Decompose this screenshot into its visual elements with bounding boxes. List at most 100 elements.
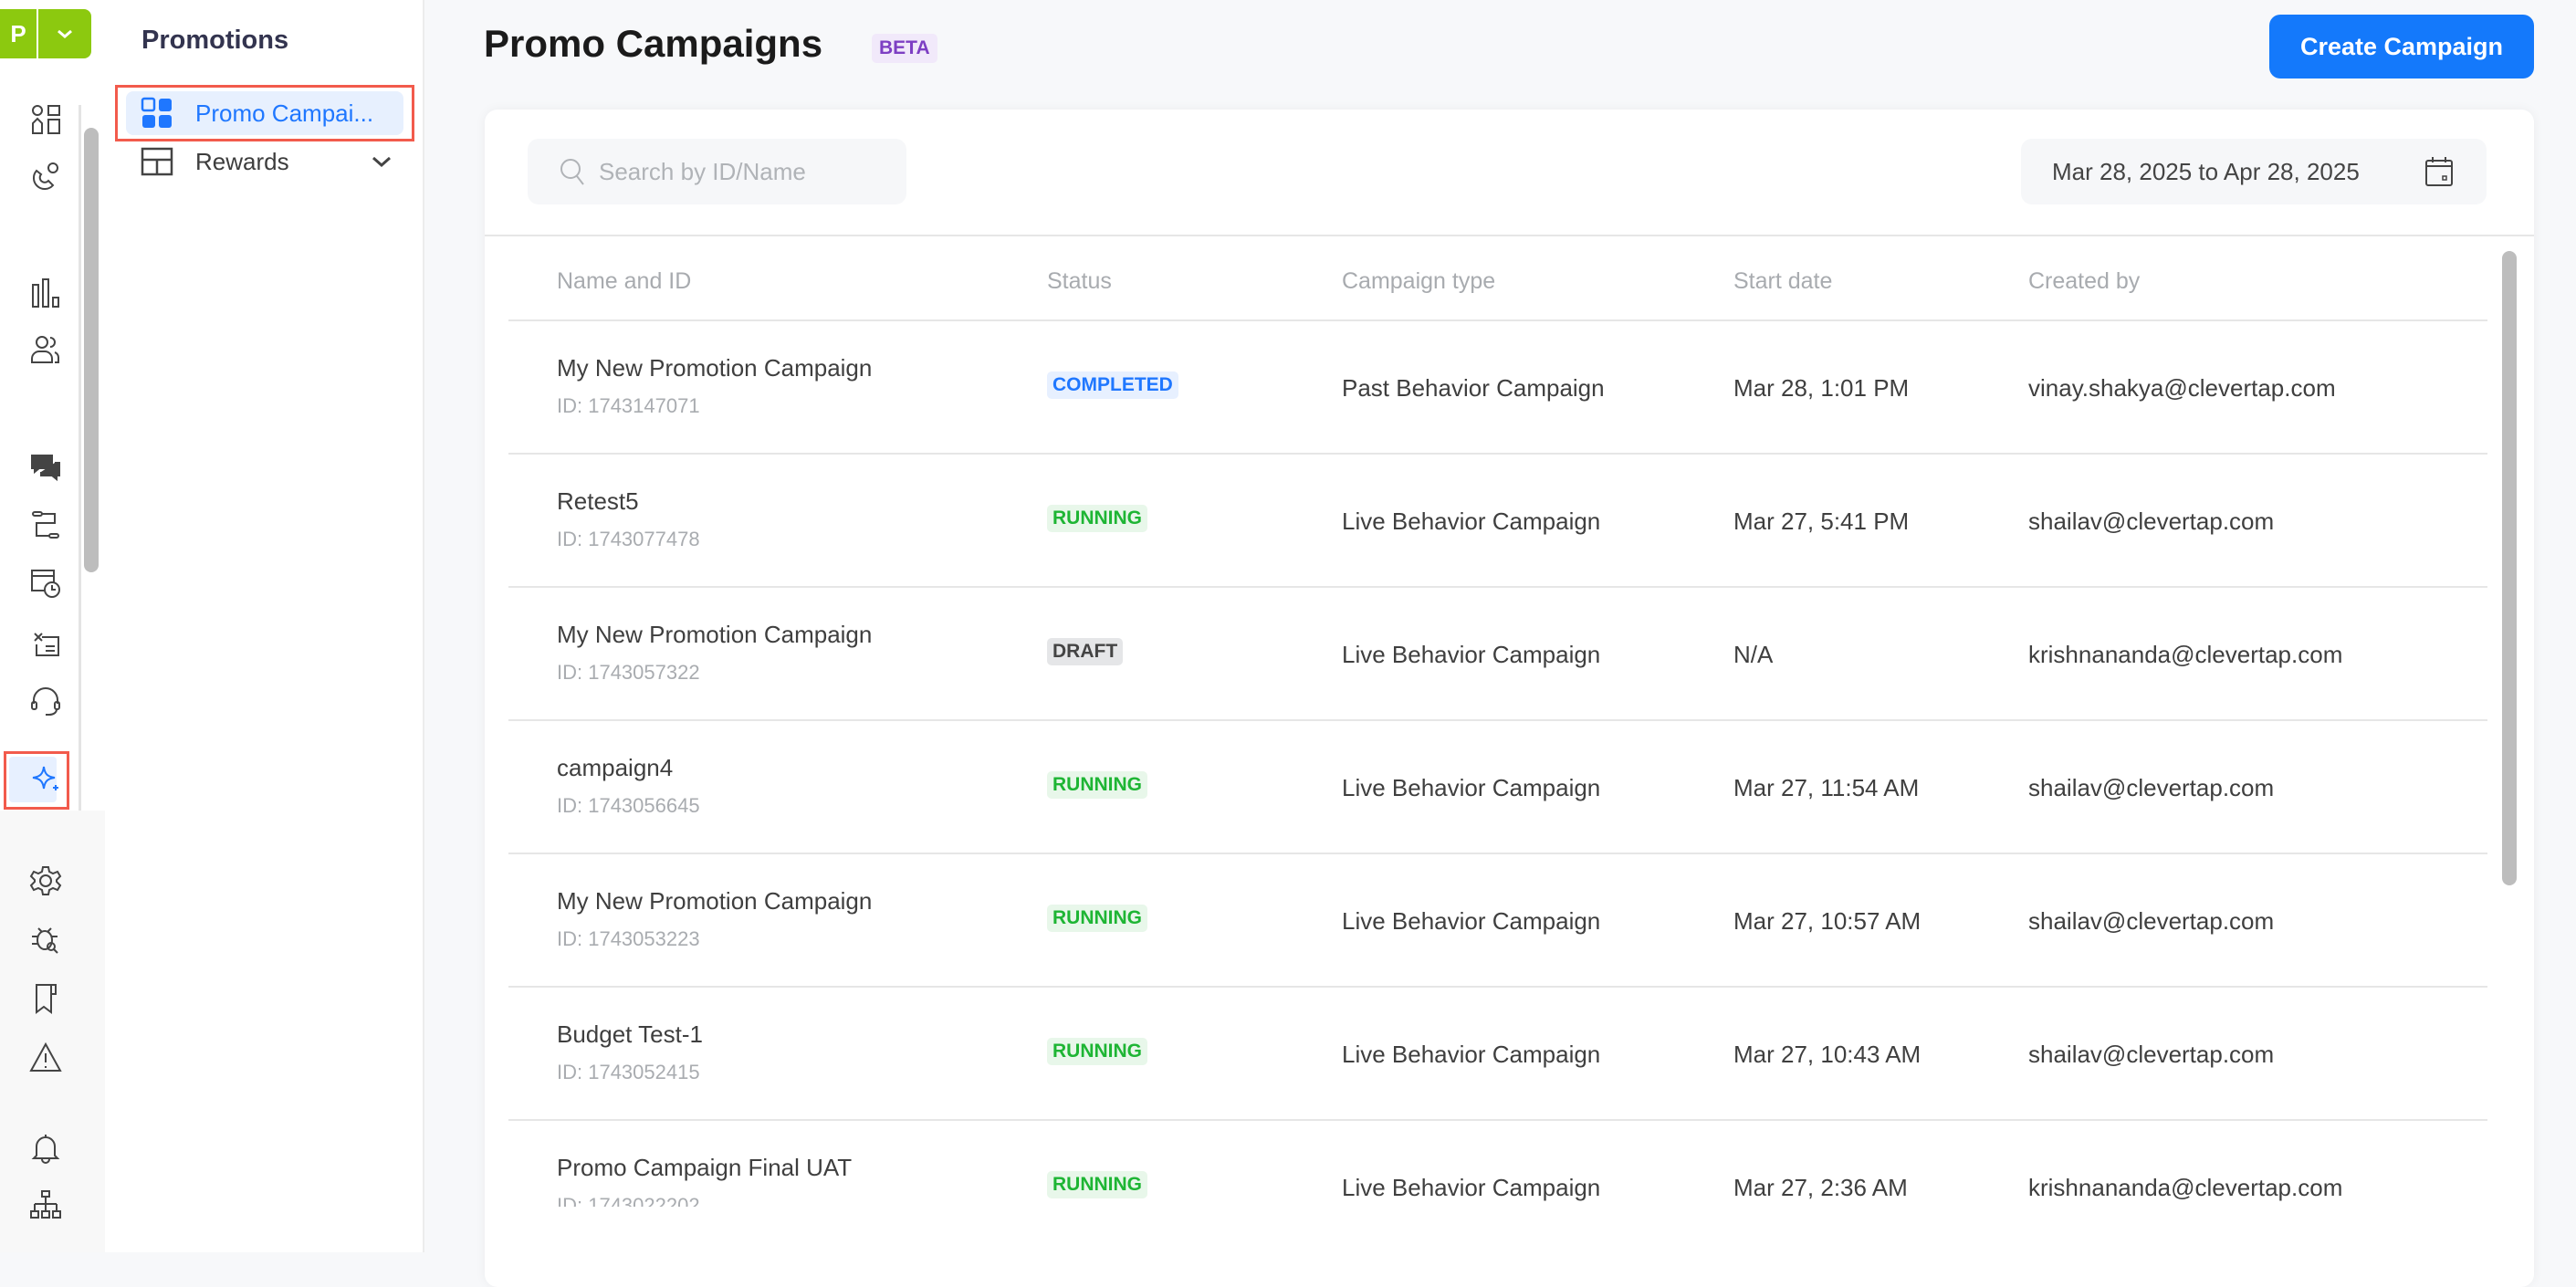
campaign-name[interactable]: Retest5 [557, 487, 639, 515]
table-row[interactable]: Promo Campaign Final UAT ID: 1743022202 RU… [508, 1121, 2487, 1207]
promotions-sparkle-icon[interactable] [27, 761, 64, 798]
rail-bottom-section [0, 811, 105, 1252]
status-badge: RUNNING [1047, 1038, 1147, 1065]
start-date: N/A [1733, 641, 1774, 668]
bookmark-icon[interactable] [27, 980, 64, 1017]
rail-scrollbar[interactable] [84, 128, 99, 572]
campaign-name[interactable]: My New Promotion Campaign [557, 887, 873, 915]
campaign-id: ID: 1743022202 [557, 1194, 700, 1207]
created-by: shailav@clevertap.com [2028, 507, 2275, 535]
campaign-id: ID: 1743056645 [557, 794, 700, 817]
alert-icon[interactable] [27, 1040, 64, 1076]
date-range-picker[interactable]: Mar 28, 2025 to Apr 28, 2025 [2021, 139, 2487, 204]
column-header-name[interactable]: Name and ID [557, 268, 692, 294]
campaign-id: ID: 1743053223 [557, 927, 700, 950]
beta-badge: BETA [872, 34, 937, 63]
table-row[interactable]: My New Promotion Campaign ID: 1743147071 C… [508, 321, 2487, 455]
column-header-start-date[interactable]: Start date [1733, 268, 1833, 294]
start-date: Mar 27, 10:57 AM [1733, 907, 1922, 935]
messages-icon[interactable] [27, 450, 64, 487]
campaign-id: ID: 1743057322 [557, 661, 700, 684]
dashboard-icon[interactable] [27, 101, 64, 138]
search-icon [560, 159, 584, 185]
created-by: vinay.shakya@clevertap.com [2028, 374, 2336, 402]
campaign-id: ID: 1743052415 [557, 1061, 700, 1083]
created-by: krishnananda@clevertap.com [2028, 641, 2343, 668]
create-campaign-button[interactable]: Create Campaign [2269, 15, 2534, 78]
page-title: Promo Campaigns [484, 22, 823, 65]
campaigns-card: Mar 28, 2025 to Apr 28, 2025 Name and ID… [485, 110, 2534, 1287]
grid-icon [141, 97, 172, 128]
campaign-type: Past Behavior Campaign [1342, 374, 1605, 402]
campaign-type: Live Behavior Campaign [1342, 507, 1601, 535]
magnet-icon[interactable] [27, 158, 64, 194]
start-date: Mar 27, 11:54 AM [1733, 774, 1920, 801]
table-row[interactable]: Budget Test-1 ID: 1743052415 RUNNING Live B… [508, 988, 2487, 1121]
chevron-down-icon [38, 9, 91, 58]
table-row[interactable]: campaign4 ID: 1743056645 RUNNING Live Behav… [508, 721, 2487, 854]
campaign-name[interactable]: My New Promotion Campaign [557, 354, 873, 382]
hierarchy-icon[interactable] [27, 1188, 64, 1224]
campaign-report-icon[interactable] [27, 624, 64, 661]
project-letter: P [0, 9, 38, 58]
created-by: shailav@clevertap.com [2028, 1041, 2275, 1068]
campaign-name[interactable]: campaign4 [557, 754, 674, 781]
schedule-icon[interactable] [27, 565, 64, 602]
analytics-icon[interactable] [27, 276, 64, 312]
support-icon[interactable] [27, 684, 64, 720]
status-badge: RUNNING [1047, 1171, 1147, 1198]
project-switcher[interactable]: P [0, 9, 91, 58]
status-badge: RUNNING [1047, 771, 1147, 799]
sidebar-item-rewards[interactable]: Rewards [126, 140, 403, 183]
campaign-id: ID: 1743147071 [557, 394, 700, 417]
status-badge: RUNNING [1047, 905, 1147, 932]
table-row[interactable]: My New Promotion Campaign ID: 1743053223 R… [508, 854, 2487, 988]
rail-divider [79, 105, 81, 811]
calendar-icon [2425, 157, 2453, 186]
notification-icon[interactable] [27, 1130, 64, 1167]
icon-rail: P [0, 0, 105, 1252]
search-input[interactable] [599, 157, 873, 186]
table-row[interactable]: Retest5 ID: 1743077478 RUNNING Live Behavio… [508, 455, 2487, 588]
created-by: krishnananda@clevertap.com [2028, 1174, 2343, 1201]
table-row[interactable]: My New Promotion Campaign ID: 1743057322 D… [508, 588, 2487, 721]
campaign-type: Live Behavior Campaign [1342, 774, 1601, 801]
campaign-name[interactable]: Budget Test-1 [557, 1020, 703, 1048]
created-by: shailav@clevertap.com [2028, 774, 2275, 801]
highlight-box [115, 85, 414, 141]
table-header: Name and ID Status Campaign type Start d… [508, 237, 2487, 321]
table-scrollbar[interactable] [2502, 251, 2517, 885]
status-badge: COMPLETED [1047, 371, 1178, 399]
campaign-name[interactable]: My New Promotion Campaign [557, 621, 873, 648]
campaign-type: Live Behavior Campaign [1342, 907, 1601, 935]
column-header-status[interactable]: Status [1047, 268, 1112, 294]
start-date: Mar 27, 2:36 AM [1733, 1174, 1908, 1201]
divider [485, 235, 2534, 236]
search-box[interactable] [528, 139, 906, 204]
segments-icon[interactable] [27, 331, 64, 368]
highlight-box [4, 751, 69, 810]
column-header-created-by[interactable]: Created by [2028, 268, 2141, 294]
start-date: Mar 27, 10:43 AM [1733, 1041, 1922, 1068]
campaign-id: ID: 1743077478 [557, 528, 700, 550]
settings-icon[interactable] [27, 863, 64, 899]
sidebar-item-label: Rewards [195, 147, 289, 175]
status-badge: RUNNING [1047, 505, 1147, 532]
campaign-type: Live Behavior Campaign [1342, 641, 1601, 668]
journeys-icon[interactable] [27, 507, 64, 544]
chevron-down-icon[interactable] [371, 152, 393, 171]
status-badge: DRAFT [1047, 638, 1124, 665]
campaigns-table: Name and ID Status Campaign type Start d… [485, 110, 2534, 1207]
campaign-type: Live Behavior Campaign [1342, 1041, 1601, 1068]
campaign-name[interactable]: Promo Campaign Final UAT [557, 1154, 853, 1181]
layout-icon [141, 147, 173, 176]
start-date: Mar 27, 5:41 PM [1733, 507, 1910, 535]
sidebar-item-label: Promo Campai... [195, 99, 374, 127]
campaign-type: Live Behavior Campaign [1342, 1174, 1601, 1201]
column-header-type[interactable]: Campaign type [1342, 268, 1496, 294]
start-date: Mar 28, 1:01 PM [1733, 374, 1910, 402]
secondary-sidebar: Promotions Promo Campai... Rewards [105, 0, 424, 1252]
sidebar-title: Promotions [141, 26, 289, 55]
debug-icon[interactable] [27, 921, 64, 957]
sidebar-item-promo-campaigns[interactable]: Promo Campai... [126, 91, 403, 135]
